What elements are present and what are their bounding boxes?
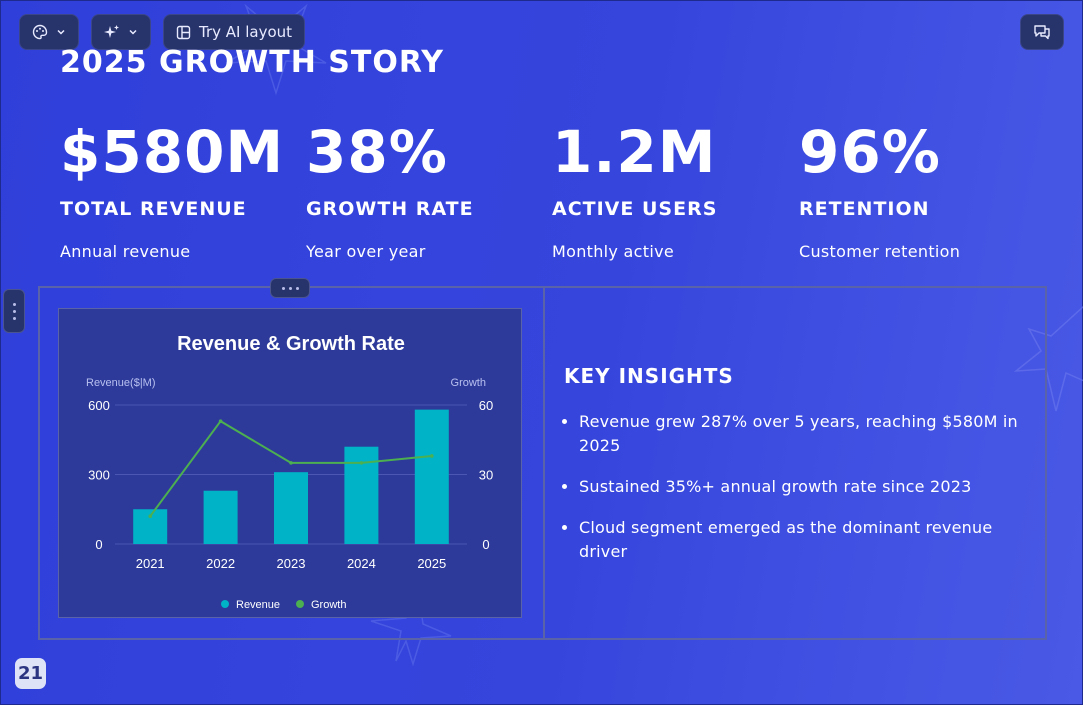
growth-point bbox=[148, 514, 152, 518]
stat-card: 38% Growth Rate Year over year bbox=[306, 119, 546, 261]
insights-title: Key Insights bbox=[564, 364, 734, 388]
side-drag-handle[interactable] bbox=[3, 289, 25, 333]
insight-item: Cloud segment emerged as the dominant re… bbox=[579, 516, 1034, 564]
growth-point bbox=[430, 454, 434, 458]
x-tick-label: 2024 bbox=[347, 556, 376, 571]
drag-handle[interactable] bbox=[270, 278, 310, 298]
y-tick-label-right: 30 bbox=[479, 468, 493, 483]
key-insights: Key Insights Revenue grew 287% over 5 ye… bbox=[564, 364, 1034, 581]
revenue-bar bbox=[203, 490, 238, 544]
chat-icon bbox=[1034, 25, 1050, 40]
legend-swatch-growth bbox=[296, 600, 304, 608]
stat-value: 96% bbox=[799, 118, 941, 186]
stat-description: Annual revenue bbox=[60, 242, 191, 261]
growth-point bbox=[289, 461, 293, 465]
page-number: 21 bbox=[15, 658, 46, 689]
chart-card[interactable]: Revenue & Growth Rate Revenue($|M) Growth 0… bbox=[58, 308, 522, 618]
y-tick-label-right: 60 bbox=[479, 398, 493, 413]
stat-label: Active Users bbox=[552, 198, 718, 220]
stat-card: 1.2M Active Users Monthly active bbox=[552, 119, 792, 261]
try-ai-layout-label: Try AI layout bbox=[199, 23, 293, 41]
slide-title: 2025 Growth Story bbox=[60, 45, 445, 80]
stat-value: 38% bbox=[306, 118, 448, 186]
y-axis-label-right: Growth bbox=[451, 377, 486, 389]
x-tick-label: 2022 bbox=[206, 556, 235, 571]
try-ai-layout-button[interactable]: Try AI layout bbox=[163, 14, 306, 50]
growth-point bbox=[359, 461, 364, 465]
y-tick-label-left: 0 bbox=[95, 537, 102, 552]
insight-item: Revenue grew 287% over 5 years, reaching… bbox=[579, 410, 1034, 458]
comments-button[interactable] bbox=[1020, 14, 1064, 50]
column-divider bbox=[543, 288, 545, 638]
chevron-down-icon bbox=[57, 29, 65, 35]
stat-description: Year over year bbox=[306, 242, 426, 261]
content-row-frame[interactable] bbox=[38, 286, 1047, 640]
legend-label-revenue: Revenue bbox=[236, 599, 280, 611]
y-axis-label-left: Revenue($|M) bbox=[86, 377, 156, 389]
palette-icon bbox=[32, 24, 48, 40]
insights-list: Revenue grew 287% over 5 years, reaching… bbox=[564, 410, 1034, 564]
stat-description: Customer retention bbox=[799, 242, 961, 261]
growth-point bbox=[218, 419, 223, 424]
chart-title: Revenue & Growth Rate bbox=[177, 333, 405, 355]
theme-dropdown-button[interactable] bbox=[19, 14, 79, 50]
x-tick-label: 2021 bbox=[136, 556, 165, 571]
top-toolbar: Try AI layout bbox=[19, 14, 306, 50]
layout-icon bbox=[176, 25, 191, 39]
y-tick-label-right: 0 bbox=[482, 537, 489, 552]
revenue-bar bbox=[414, 409, 449, 544]
y-tick-label-left: 600 bbox=[88, 398, 110, 413]
legend-swatch-revenue bbox=[221, 600, 229, 608]
chevron-down-icon bbox=[129, 29, 137, 35]
revenue-bar bbox=[274, 472, 308, 544]
legend-label-growth: Growth bbox=[311, 599, 346, 611]
x-tick-label: 2023 bbox=[277, 556, 306, 571]
ai-dropdown-button[interactable] bbox=[91, 14, 151, 50]
stat-card: 96% Retention Customer retention bbox=[799, 119, 1039, 261]
stat-value: $580M bbox=[60, 118, 285, 186]
sparkle-icon bbox=[104, 25, 119, 38]
stat-label: Total Revenue bbox=[60, 198, 247, 220]
stat-card: $580M Total Revenue Annual revenue bbox=[60, 119, 300, 261]
stat-value: 1.2M bbox=[552, 118, 717, 186]
x-tick-label: 2025 bbox=[417, 556, 446, 571]
insight-item: Sustained 35%+ annual growth rate since … bbox=[579, 475, 1034, 499]
stat-label: Retention bbox=[799, 198, 930, 220]
stat-label: Growth Rate bbox=[306, 198, 474, 220]
stat-description: Monthly active bbox=[552, 242, 674, 261]
revenue-growth-chart: Revenue & Growth Rate Revenue($|M) Growth 0… bbox=[86, 333, 493, 611]
y-tick-label-left: 300 bbox=[88, 468, 110, 483]
